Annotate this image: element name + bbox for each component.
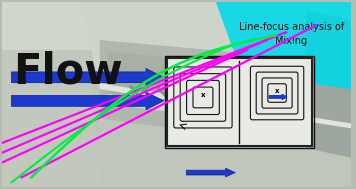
Polygon shape [108, 52, 306, 128]
FancyArrow shape [11, 92, 164, 110]
Polygon shape [306, 11, 351, 158]
FancyArrow shape [186, 168, 235, 177]
Text: Line-focus analysis of
Mixing: Line-focus analysis of Mixing [239, 22, 344, 46]
Polygon shape [212, 90, 231, 101]
Polygon shape [2, 2, 351, 187]
Polygon shape [2, 2, 198, 187]
Polygon shape [85, 2, 351, 187]
Polygon shape [157, 87, 177, 98]
FancyArrow shape [11, 68, 164, 86]
Text: x: x [201, 92, 205, 98]
Polygon shape [239, 91, 259, 103]
Polygon shape [80, 2, 351, 128]
Polygon shape [108, 94, 306, 128]
Polygon shape [2, 2, 218, 50]
Polygon shape [100, 83, 351, 128]
Bar [167, 58, 312, 146]
Polygon shape [184, 88, 204, 100]
Text: x: x [275, 88, 279, 94]
Polygon shape [129, 85, 149, 97]
FancyArrow shape [269, 94, 287, 99]
Polygon shape [100, 40, 316, 148]
Bar [164, 56, 314, 148]
Text: Flow: Flow [14, 50, 123, 92]
Polygon shape [216, 2, 351, 89]
Polygon shape [267, 93, 287, 104]
